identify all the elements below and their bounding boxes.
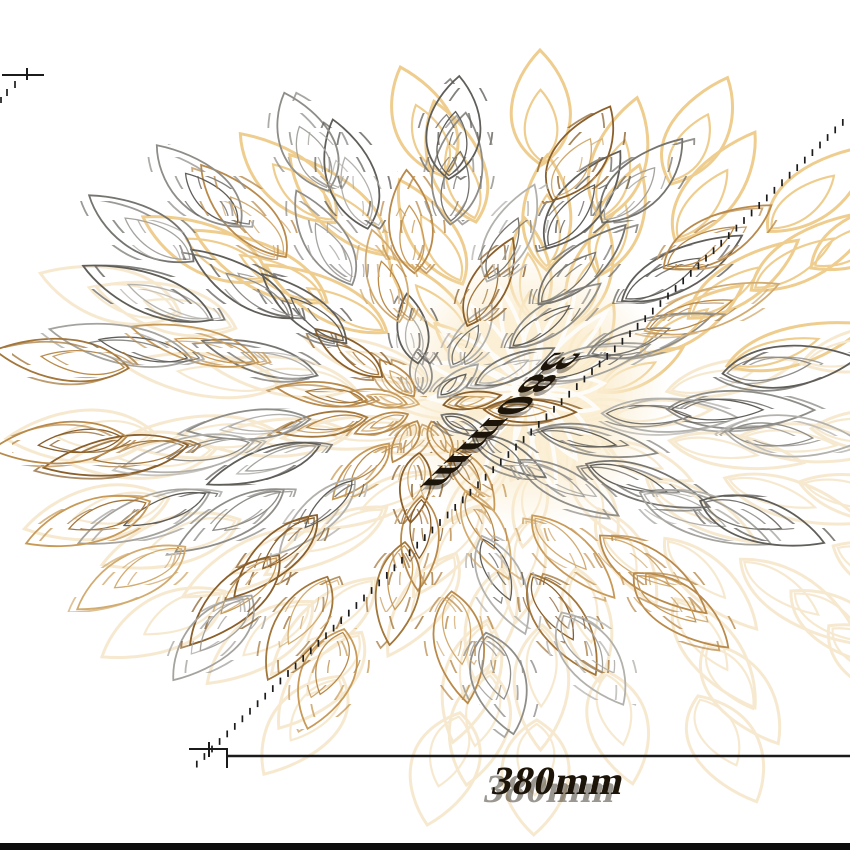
dimension-lines <box>0 68 850 768</box>
filigree-flower <box>0 74 850 738</box>
height-line-top-cap <box>0 68 44 103</box>
height-dimension-dashed-line <box>195 119 844 768</box>
bottom-border-bar <box>0 843 850 850</box>
